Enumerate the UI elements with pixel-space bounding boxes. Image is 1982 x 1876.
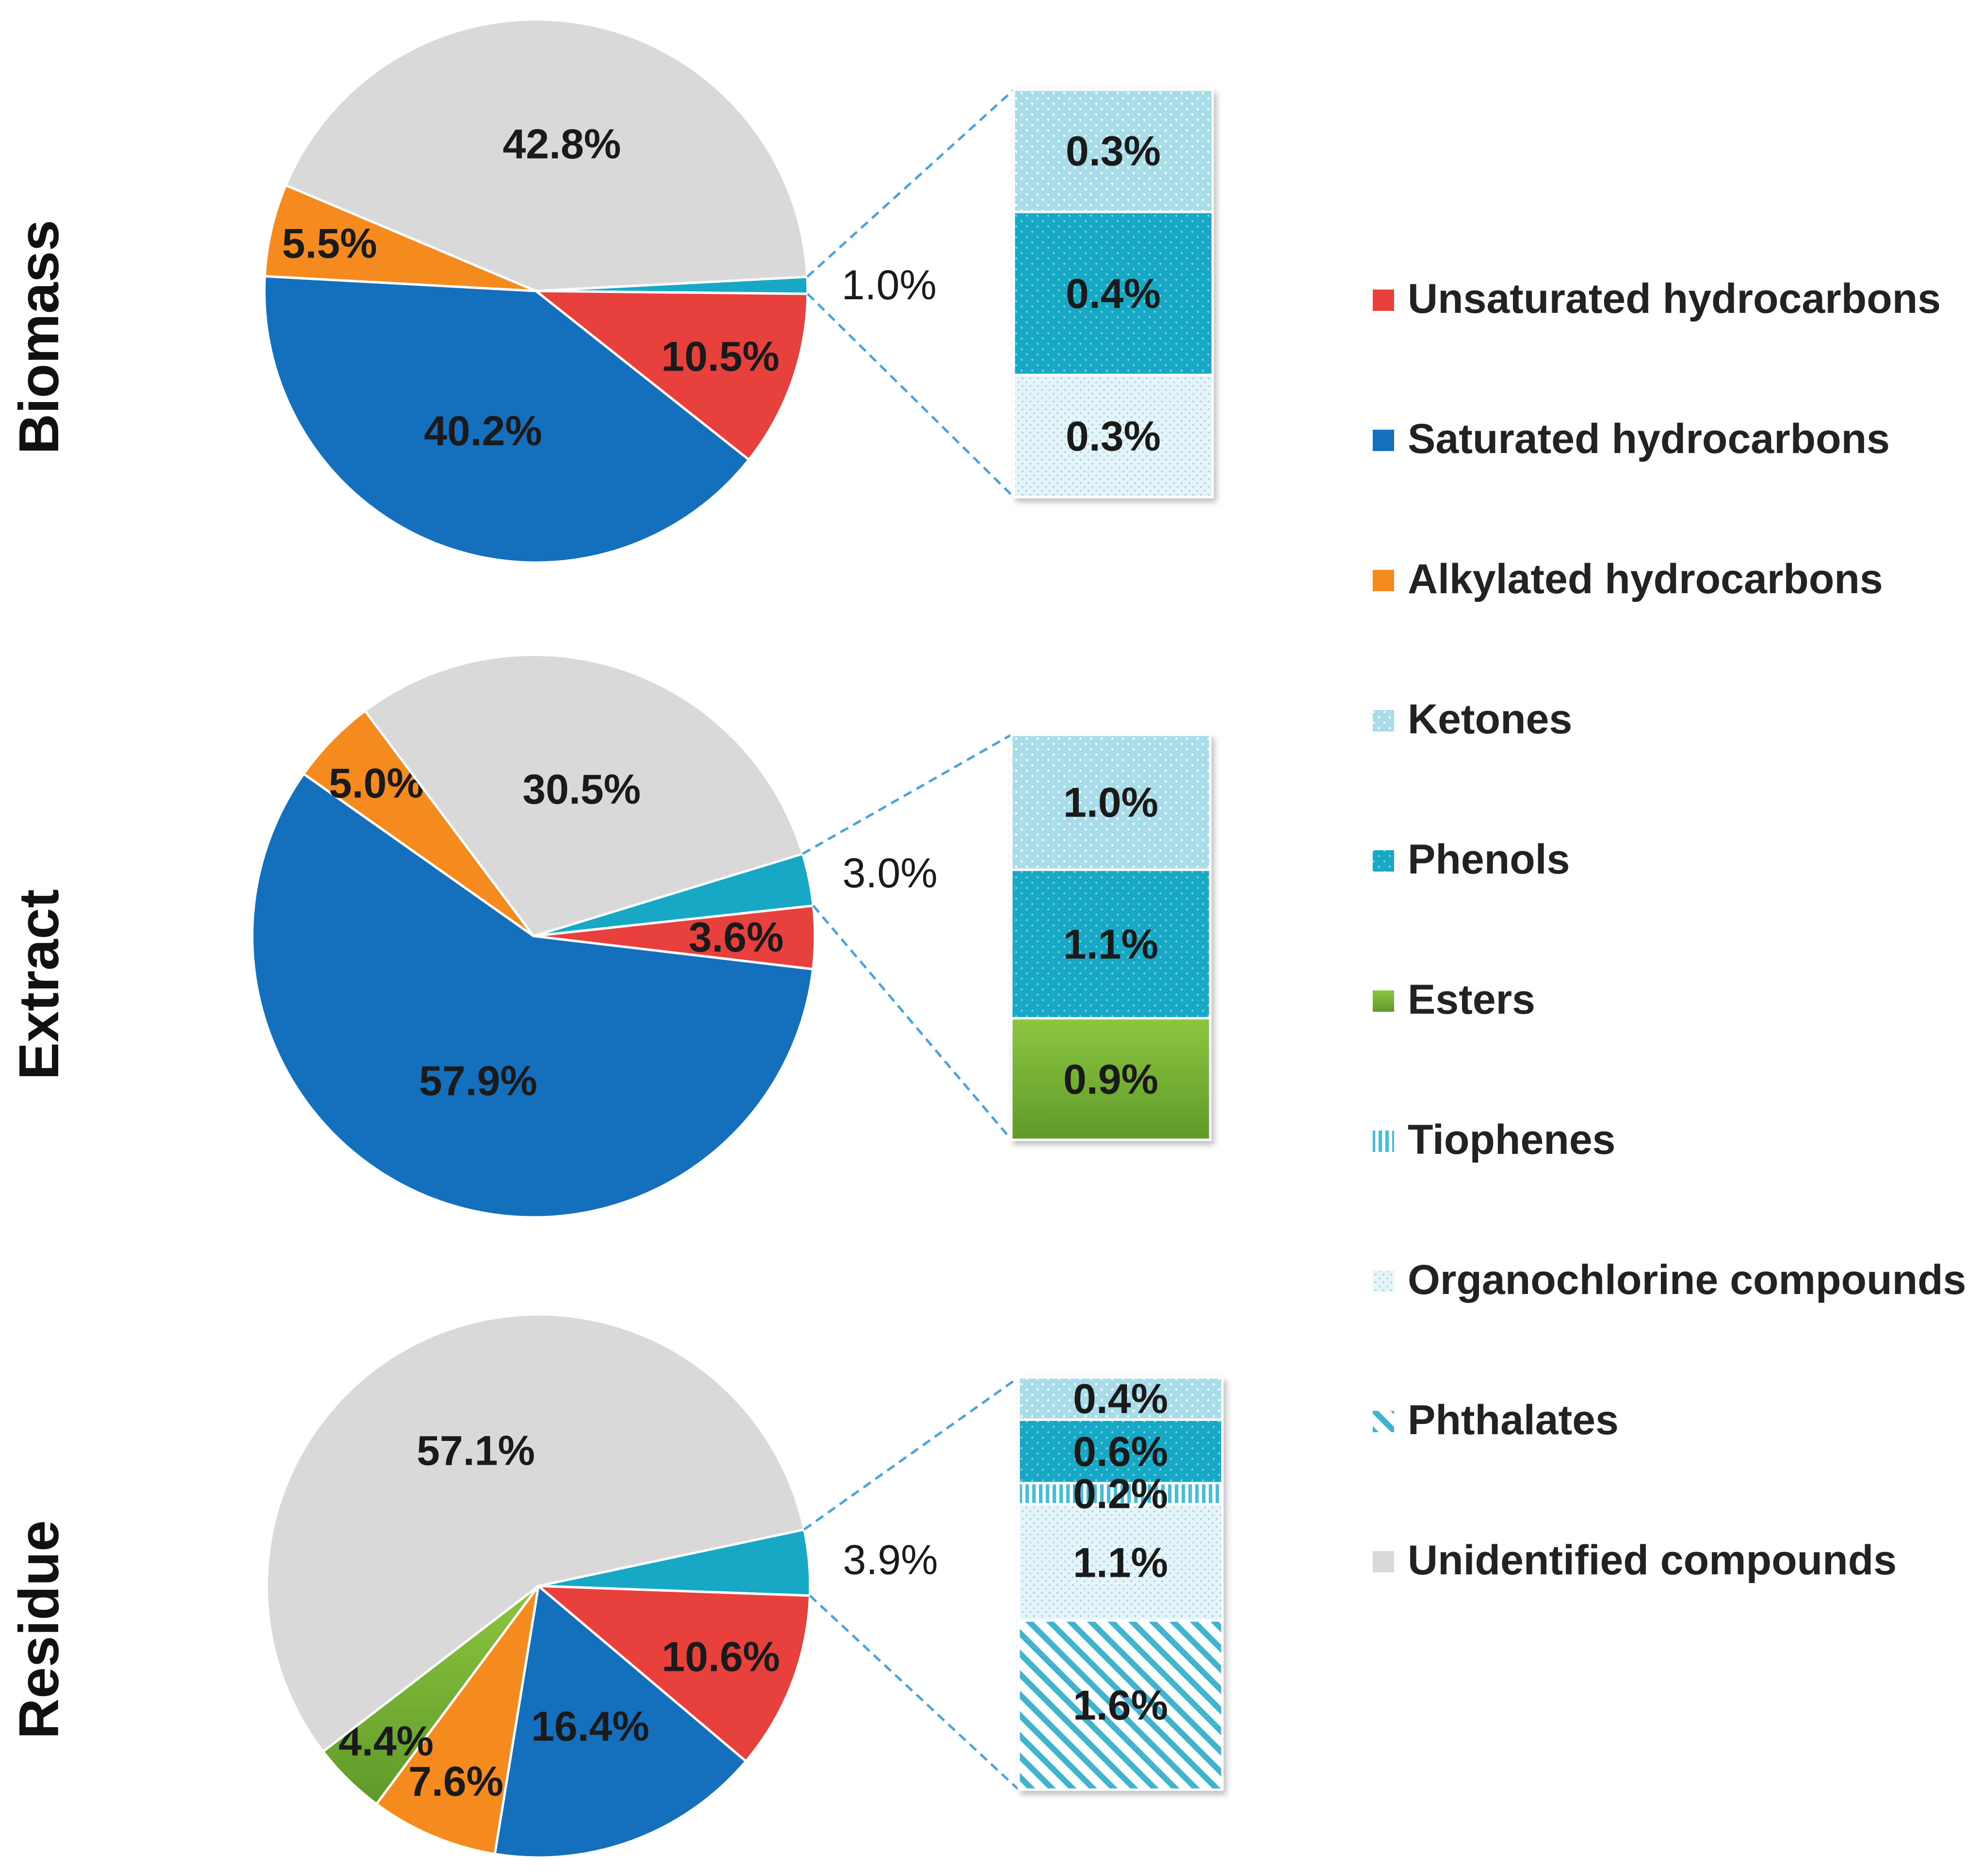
breakdown-segment-phenols <box>1012 210 1214 376</box>
pie-slice-unsaturated <box>535 1585 812 1763</box>
breakdown-label-phenols: 0.6% <box>1073 1429 1168 1475</box>
breakdown-label-phenols: 1.1% <box>1063 921 1158 968</box>
legend-item-unsaturated: Unsaturated hydrocarbons <box>1373 275 1941 322</box>
breakdown-bar-biomass <box>1012 88 1214 499</box>
legend-swatch-esters <box>1373 990 1394 1012</box>
legend-swatch-ketones <box>1373 710 1394 731</box>
pie-label-unsaturated: 10.5% <box>661 334 780 380</box>
connector-line-bottom <box>812 905 1012 1141</box>
charts-layer: 1.0% 10.5% 40.2% 5.5% 42.8% 0.3% 0.4% 0.3% 3.0% 3… <box>251 18 1224 1859</box>
legend-item-ketones: Ketones <box>1373 696 1572 743</box>
breakdown-segment-phthalates <box>1017 1619 1224 1791</box>
pie-label-unidentified: 42.8% <box>503 121 621 168</box>
pie-slice-alkylated <box>263 183 536 292</box>
legend-item-alkylated: Alkylated hydrocarbons <box>1373 556 1883 602</box>
pie-slice-saturated <box>251 772 814 1219</box>
pie-label-other: 3.9% <box>843 1536 938 1583</box>
breakdown-label-tiophenes: 0.2% <box>1073 1471 1168 1518</box>
legend-swatch-alkylated <box>1373 570 1394 591</box>
breakdown-label-esters: 0.9% <box>1063 1056 1158 1103</box>
connector-line-top <box>802 733 1012 855</box>
legend-item-unidentified: Unidentified compounds <box>1373 1537 1897 1584</box>
legend-item-phenols: Phenols <box>1373 836 1570 883</box>
legend-item-organochlorine: Organochlorine compounds <box>1373 1257 1966 1303</box>
breakdown-segment-phenols <box>1010 868 1212 1020</box>
legend-label-esters: Esters <box>1408 976 1535 1023</box>
legend-label-ketones: Ketones <box>1408 696 1572 743</box>
breakdown-segment-ketones <box>1010 733 1212 871</box>
pie-label-unsaturated: 3.6% <box>689 914 784 961</box>
pie-label-saturated: 57.9% <box>419 1058 537 1104</box>
legend-swatch-tiophenes <box>1373 1131 1394 1152</box>
pie-slice-saturated <box>493 1584 748 1859</box>
pie-label-other: 3.0% <box>843 850 938 896</box>
pie-slice-unidentified <box>265 1313 806 1753</box>
breakdown-bar-residue <box>1017 1376 1224 1791</box>
breakdown-label-phthalates: 1.6% <box>1073 1682 1168 1729</box>
legend-label-phenols: Phenols <box>1408 836 1570 883</box>
pie-chart-extract: 3.0%3.6%57.9%5.0% 30.5% 1.0%1.1%0.9% <box>251 653 1212 1219</box>
row-title-extract: Extract <box>7 889 70 1080</box>
legend-swatch-unsaturated <box>1373 290 1394 311</box>
pie-label-saturated: 40.2% <box>424 408 542 454</box>
breakdown-label-organochlorine: 1.1% <box>1073 1539 1168 1586</box>
legend-swatch-phthalates <box>1373 1411 1394 1432</box>
pie-label-unsaturated: 10.6% <box>662 1633 780 1680</box>
pie-slice-unsaturated <box>532 290 809 462</box>
legend-label-saturated: Saturated hydrocarbons <box>1408 416 1890 462</box>
breakdown-segment-ketones <box>1012 88 1214 213</box>
pie-chart-residue: 3.9%10.6%16.4%7.6%4.4%57.1%0.4%0.6%0.2%1… <box>265 1313 1224 1859</box>
pie-label-other: 1.0% <box>842 262 937 308</box>
pie-label-alkylated: 7.6% <box>408 1758 504 1805</box>
breakdown-label-ketones: 0.3% <box>1066 128 1161 175</box>
pie-slice-saturated <box>263 275 751 564</box>
breakdown-segment-esters <box>1010 1017 1212 1141</box>
legend-label-phthalates: Phthalates <box>1408 1397 1619 1443</box>
breakdown-label-phenols: 0.4% <box>1066 271 1161 317</box>
pie-label-unidentified: 57.1% <box>417 1427 535 1474</box>
connector-line-top <box>803 1376 1020 1531</box>
row-title-biomass: Biomass <box>7 220 70 454</box>
legend-label-organochlorine: Organochlorine compounds <box>1408 1257 1966 1303</box>
legend-label-unidentified: Unidentified compounds <box>1408 1537 1897 1584</box>
breakdown-bar-extract <box>1010 733 1212 1141</box>
pie-slice-unidentified <box>363 653 804 938</box>
pie-label-saturated: 16.4% <box>531 1703 650 1750</box>
legend-swatch-phenols <box>1373 850 1394 872</box>
legend-swatch-unidentified <box>1373 1551 1394 1572</box>
pie-slice-unidentified <box>284 18 809 292</box>
breakdown-label-organochlorine: 0.3% <box>1066 413 1161 460</box>
legend-item-phthalates: Phthalates <box>1373 1397 1619 1443</box>
row-title-residue: Residue <box>7 1520 70 1739</box>
breakdown-segment-organochlorine <box>1012 373 1214 499</box>
legend-label-unsaturated: Unsaturated hydrocarbons <box>1408 275 1941 322</box>
legend-item-saturated: Saturated hydrocarbons <box>1373 416 1890 462</box>
connector-line-bottom <box>807 293 1015 498</box>
breakdown-label-ketones: 0.4% <box>1073 1376 1168 1423</box>
pie-chart-biomass: 1.0% 10.5% 40.2% 5.5% 42.8% 0.3% 0.4% 0.3% <box>263 18 1214 564</box>
breakdown-label-ketones: 1.0% <box>1063 779 1158 826</box>
legend-label-tiophenes: Tiophenes <box>1408 1116 1616 1163</box>
breakdown-segment-organochlorine <box>1017 1503 1224 1622</box>
connector-line-top <box>806 89 1015 278</box>
legend-label-alkylated: Alkylated hydrocarbons <box>1408 556 1883 602</box>
pie-slice-alkylated <box>374 1585 540 1856</box>
connector-line-bottom <box>809 1595 1020 1791</box>
legend-swatch-saturated <box>1373 430 1394 451</box>
pie-label-alkylated: 5.5% <box>282 221 377 267</box>
pie-slice-alkylated <box>302 709 535 938</box>
legend-item-esters: Esters <box>1373 976 1535 1023</box>
legend: Unsaturated hydrocarbons Saturated hydroc… <box>1373 275 1966 1584</box>
pie-label-unidentified: 30.5% <box>522 766 641 813</box>
legend-swatch-organochlorine <box>1373 1271 1394 1292</box>
legend-item-tiophenes: Tiophenes <box>1373 1116 1616 1163</box>
